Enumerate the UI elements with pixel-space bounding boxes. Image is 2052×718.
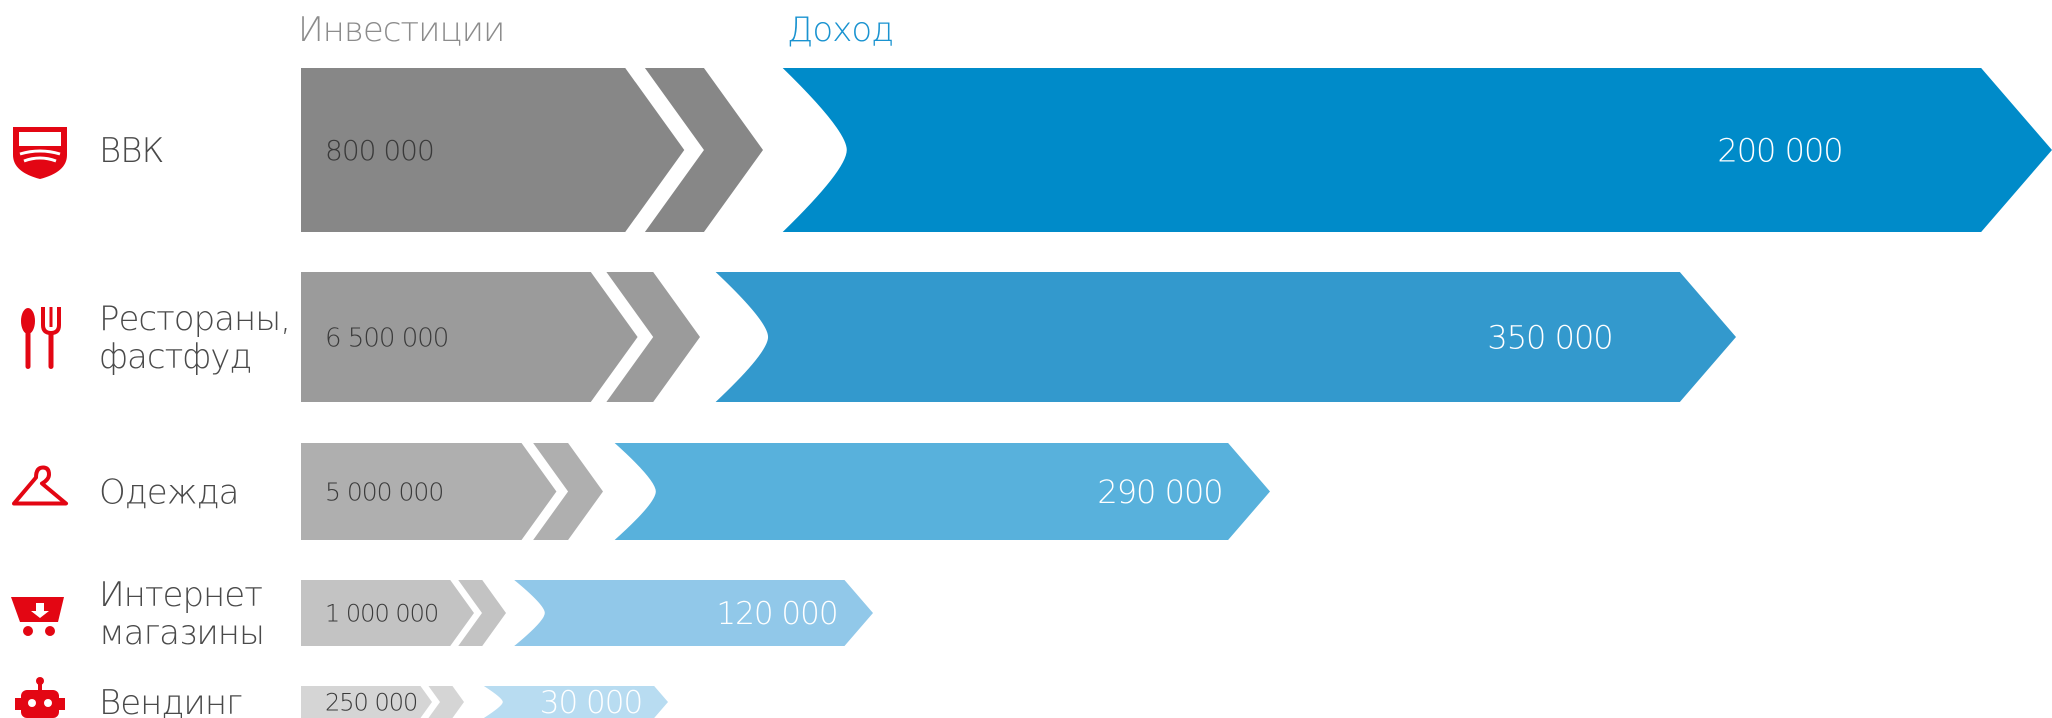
investment-bar xyxy=(301,686,432,718)
row-2: 5 000 000 290 000 Одежда xyxy=(12,443,1270,540)
category-label: Интернет магазины xyxy=(99,575,264,653)
investment-value: 5 000 000 xyxy=(325,478,443,507)
income-value: 200 000 xyxy=(1717,132,1842,170)
category-label-line: Вендинг xyxy=(99,683,242,718)
investment-chevron xyxy=(644,68,763,232)
investment-bar xyxy=(301,68,685,232)
hanger-icon xyxy=(12,465,68,506)
investment-chevron xyxy=(606,272,700,402)
category-label: Одежда xyxy=(99,473,238,513)
investment-value: 250 000 xyxy=(325,689,417,717)
cutlery-icon xyxy=(21,307,61,369)
rows: 800 000 200 000 ВВК 6 500 000 350 000 Рестора… xyxy=(11,68,2052,718)
investment-bar xyxy=(301,272,638,402)
category-label: Рестораны, фастфуд xyxy=(99,299,290,377)
investment-value: 6 500 000 xyxy=(325,323,448,353)
income-value: 30 000 xyxy=(540,685,642,718)
row-3: 1 000 000 120 000 Интернет магазины xyxy=(11,575,873,653)
robot-icon xyxy=(15,677,65,718)
investment-value: 1 000 000 xyxy=(325,600,438,628)
shield-icon xyxy=(13,127,67,179)
investment-bar xyxy=(301,580,474,646)
income-value: 120 000 xyxy=(716,596,837,632)
investment-chevron xyxy=(428,686,464,718)
income-bar xyxy=(483,686,668,718)
income-value: 350 000 xyxy=(1487,319,1612,357)
investment-chevron xyxy=(458,580,506,646)
investment-header: Инвестиции xyxy=(298,10,504,50)
row-4: 250 000 30 000 Вендинг xyxy=(15,677,668,718)
category-label-line: Интернет xyxy=(99,575,262,615)
investment-value: 800 000 xyxy=(325,134,434,167)
investment-bar xyxy=(301,443,557,540)
category-label: ВВК xyxy=(99,131,163,171)
category-label-line: ВВК xyxy=(99,131,163,171)
income-bar xyxy=(614,443,1270,540)
income-header: Доход xyxy=(787,10,893,50)
row-0: 800 000 200 000 ВВК xyxy=(13,68,2052,232)
income-bar xyxy=(782,68,2052,232)
row-1: 6 500 000 350 000 Рестораны, фастфуд xyxy=(21,272,1736,402)
investment-chevron xyxy=(533,443,603,540)
category-label: Вендинг xyxy=(99,683,242,718)
category-label-line: Рестораны, xyxy=(99,299,290,339)
income-bar xyxy=(715,272,1736,402)
category-label-line: магазины xyxy=(99,613,264,653)
category-label-line: Одежда xyxy=(99,473,238,513)
income-bar xyxy=(514,580,873,646)
category-label-line: фастфуд xyxy=(99,337,251,377)
income-value: 290 000 xyxy=(1097,473,1222,511)
shopping-cart-icon xyxy=(11,597,64,636)
